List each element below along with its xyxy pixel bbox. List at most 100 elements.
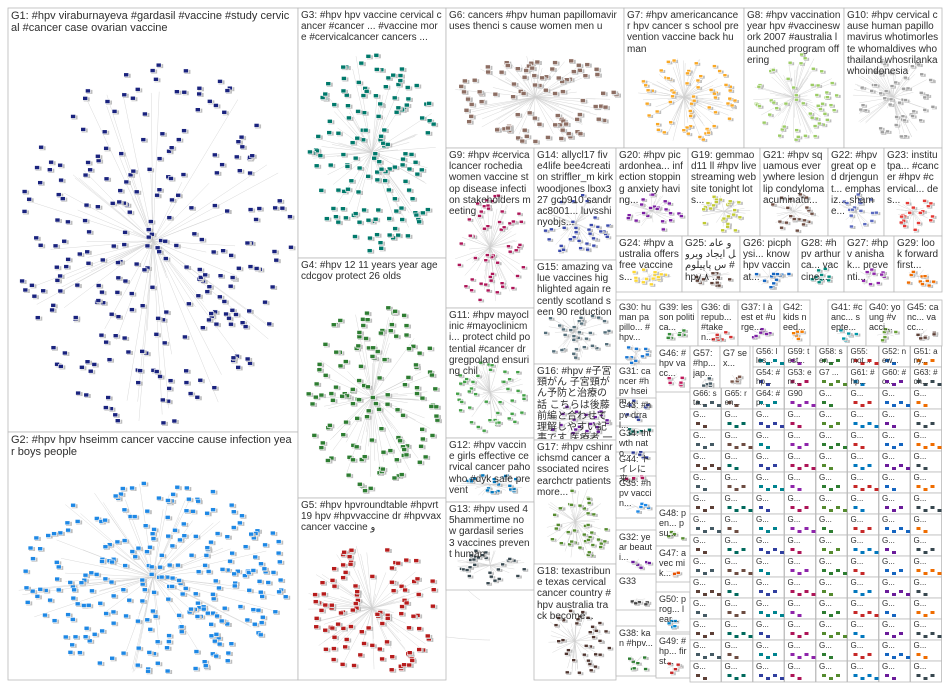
node[interactable] [316,367,323,373]
node[interactable] [144,549,150,554]
node[interactable] [210,591,216,597]
node[interactable] [607,646,612,650]
node[interactable] [123,613,129,619]
node[interactable] [224,621,231,627]
node[interactable] [721,216,727,221]
node[interactable] [698,74,704,78]
node[interactable] [324,216,330,221]
node[interactable] [926,283,932,288]
node[interactable] [123,179,130,185]
node[interactable] [678,380,684,385]
node[interactable] [129,485,135,491]
node[interactable] [34,165,40,170]
node[interactable] [481,428,487,433]
node[interactable] [767,112,773,117]
node[interactable] [257,632,264,638]
node[interactable] [112,333,119,338]
node[interactable] [110,620,117,626]
node[interactable] [144,508,151,514]
node[interactable] [91,632,98,637]
node[interactable] [333,349,340,355]
node[interactable] [80,127,87,132]
node[interactable] [165,596,172,602]
node[interactable] [398,583,405,589]
node[interactable] [729,103,735,108]
node[interactable] [327,118,333,124]
node[interactable] [598,229,604,234]
node[interactable] [593,664,598,669]
node[interactable] [250,607,257,612]
node[interactable] [590,624,595,629]
node[interactable] [594,72,601,77]
node[interactable] [497,220,502,224]
node[interactable] [122,563,128,568]
node[interactable] [495,411,501,415]
node[interactable] [163,256,169,261]
node[interactable] [458,381,464,386]
node[interactable] [335,130,342,136]
node[interactable] [512,420,518,424]
node[interactable] [115,260,121,265]
node[interactable] [342,644,349,650]
node[interactable] [75,390,81,396]
node[interactable] [196,267,203,272]
node[interactable] [403,452,410,458]
node[interactable] [50,345,57,350]
node[interactable] [51,531,57,536]
node[interactable] [318,445,325,450]
node[interactable] [202,563,208,568]
node[interactable] [901,86,906,91]
node[interactable] [488,278,494,283]
node[interactable] [524,134,530,139]
node[interactable] [458,241,464,246]
node[interactable] [105,395,111,400]
node[interactable] [543,87,549,93]
node[interactable] [552,513,557,517]
node[interactable] [602,330,608,335]
node[interactable] [219,567,226,572]
node[interactable] [47,167,53,173]
node[interactable] [84,249,91,255]
node[interactable] [217,294,223,300]
node[interactable] [688,109,693,113]
node[interactable] [82,634,89,640]
node[interactable] [665,336,671,340]
node[interactable] [355,109,361,114]
node[interactable] [134,662,141,668]
node[interactable] [643,667,648,671]
node[interactable] [340,432,347,437]
node[interactable] [671,58,677,63]
node[interactable] [262,542,268,548]
node[interactable] [331,634,338,640]
node[interactable] [249,153,256,159]
node[interactable] [558,506,563,511]
node[interactable] [156,495,162,501]
node[interactable] [93,572,100,577]
node[interactable] [430,121,437,127]
node[interactable] [862,222,868,226]
node[interactable] [376,375,383,381]
node[interactable] [510,94,516,100]
node[interactable] [54,264,60,270]
node[interactable] [57,288,64,294]
node[interactable] [722,73,728,77]
node[interactable] [159,397,166,403]
node[interactable] [287,214,293,219]
node[interactable] [313,624,320,630]
node[interactable] [643,602,649,607]
node[interactable] [202,663,209,668]
node[interactable] [200,325,206,330]
node[interactable] [367,235,373,241]
node[interactable] [30,556,36,561]
node[interactable] [55,192,62,197]
node[interactable] [265,580,272,585]
node[interactable] [670,94,675,99]
node[interactable] [500,562,505,567]
node[interactable] [256,579,263,584]
node[interactable] [661,227,666,232]
node[interactable] [400,156,406,162]
node[interactable] [717,69,722,73]
node[interactable] [236,265,242,271]
node[interactable] [487,570,493,575]
node[interactable] [175,192,182,198]
